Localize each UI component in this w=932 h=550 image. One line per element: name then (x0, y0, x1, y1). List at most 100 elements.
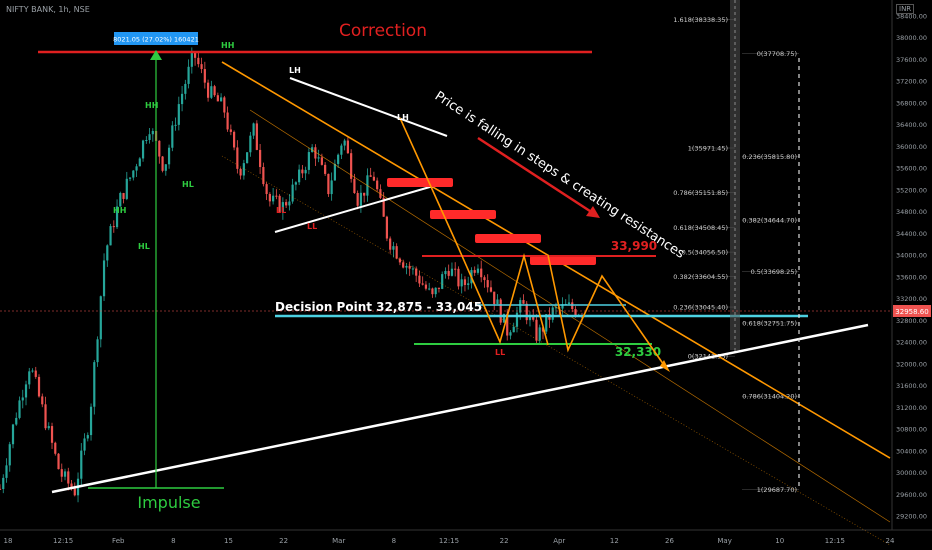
candle-body (317, 157, 320, 159)
candle-body (411, 268, 415, 270)
candle-body (2, 477, 5, 489)
candle-body (431, 288, 434, 295)
price-tick-label: 33200.00 (896, 295, 927, 303)
candle-body (21, 397, 24, 401)
price-tick-label: 30000.00 (896, 469, 927, 477)
fib-right: 0(37708.75) 0.236(35815.80) 0.382(34644.70… (742, 50, 799, 494)
swing-label-hl: HL (182, 180, 194, 189)
candle-body (246, 152, 249, 164)
price-tick-label: 32800.00 (896, 317, 927, 325)
price-tick-label: 29600.00 (896, 491, 927, 499)
candle-body (506, 313, 509, 336)
candle-body (216, 95, 219, 102)
candle-body (151, 130, 154, 135)
candle-body (382, 197, 385, 217)
fib-level-label: 0(37708.75) (757, 50, 797, 58)
time-tick-label: 18 (4, 537, 13, 545)
candle-body (450, 268, 454, 276)
candle-body (288, 201, 291, 206)
candle-body (15, 417, 18, 425)
candle-body (327, 173, 330, 195)
candle-body (200, 64, 203, 70)
candle-body (301, 169, 304, 174)
candle-body (402, 262, 405, 268)
candle-body (11, 424, 15, 445)
candle-body (67, 471, 70, 484)
swing-label-lh: LH (397, 113, 409, 122)
candle-body (337, 154, 340, 164)
candle-body (509, 332, 512, 336)
time-tick-label: Mar (332, 537, 345, 545)
time-axis[interactable]: 18 12:15 Feb 8 15 22 Mar 8 12:15 22 Apr 12 26 May 10 12… (4, 537, 895, 545)
candle-body (0, 488, 2, 490)
candle-body (405, 265, 408, 268)
candle-body (398, 258, 402, 263)
time-tick-label: Feb (112, 537, 125, 545)
candle-body (213, 86, 216, 96)
candle-body (73, 488, 76, 496)
correction-label: Correction (339, 21, 427, 41)
fib-level-label: 1(29687.70) (757, 486, 797, 494)
candle-body (5, 465, 8, 478)
candle-body (54, 442, 57, 454)
candle-body (138, 158, 141, 167)
projection-arrowhead (660, 360, 670, 372)
candle-body (275, 195, 278, 197)
price-tick-label: 36400.00 (896, 121, 927, 129)
candle-body (424, 284, 428, 289)
candle-body (535, 319, 538, 341)
fib-level-label: 0.618(32751.75) (742, 319, 797, 327)
candle-body (24, 384, 28, 398)
candle-body (171, 125, 174, 148)
candle-body (99, 296, 102, 340)
candle-body (463, 279, 467, 285)
candle-body (262, 167, 265, 185)
currency-label: INR (896, 4, 915, 14)
candle-body (197, 57, 200, 65)
resistance-block (475, 234, 541, 243)
candle-body (128, 177, 132, 179)
candle-body (177, 104, 180, 125)
candle-body (125, 178, 128, 199)
candle-body (203, 69, 206, 83)
candle-body (437, 287, 441, 289)
price-tick-label: 30400.00 (896, 447, 927, 455)
white-lh-line (289, 77, 448, 137)
price-tick-label: 38000.00 (896, 34, 927, 42)
swing-label-ll: LL (307, 222, 317, 231)
candle-body (314, 147, 317, 159)
white-ll-line (274, 181, 448, 233)
fib-level-label: 0.382(34644.70) (742, 217, 797, 225)
fib-level-label: 1(35971.45) (688, 145, 728, 153)
swing-label-hh: HH (145, 101, 158, 110)
candle-body (86, 435, 89, 439)
candle-body (493, 291, 496, 305)
candle-body (145, 139, 148, 141)
candle-body (44, 404, 47, 429)
price-tick-label: 36800.00 (896, 99, 927, 107)
price-tick-label: 30800.00 (896, 426, 927, 434)
candle-body (333, 163, 336, 181)
candle-body (190, 52, 193, 67)
price-axis[interactable]: 29200.00 29600.00 30000.00 30400.00 30800.00… (896, 13, 927, 521)
time-tick-label: 10 (775, 537, 784, 545)
candle-body (515, 312, 519, 327)
candle-body (37, 376, 41, 397)
candle-body (255, 123, 258, 150)
time-tick-label: 22 (500, 537, 509, 545)
time-tick-label: 12:15 (53, 537, 73, 545)
candle-body (252, 123, 255, 136)
white-uptrend-line (51, 323, 869, 494)
candle-body (567, 302, 571, 305)
candle-body (210, 86, 213, 98)
candle-body (193, 52, 197, 58)
candle-body (528, 316, 532, 321)
candle-body (363, 192, 366, 196)
time-tick-label: 12:15 (439, 537, 459, 545)
candle-body (184, 83, 187, 94)
candle-body (486, 280, 489, 288)
candle-body (353, 178, 356, 194)
candle-body (219, 97, 223, 102)
time-tick-label: 12:15 (825, 537, 845, 545)
